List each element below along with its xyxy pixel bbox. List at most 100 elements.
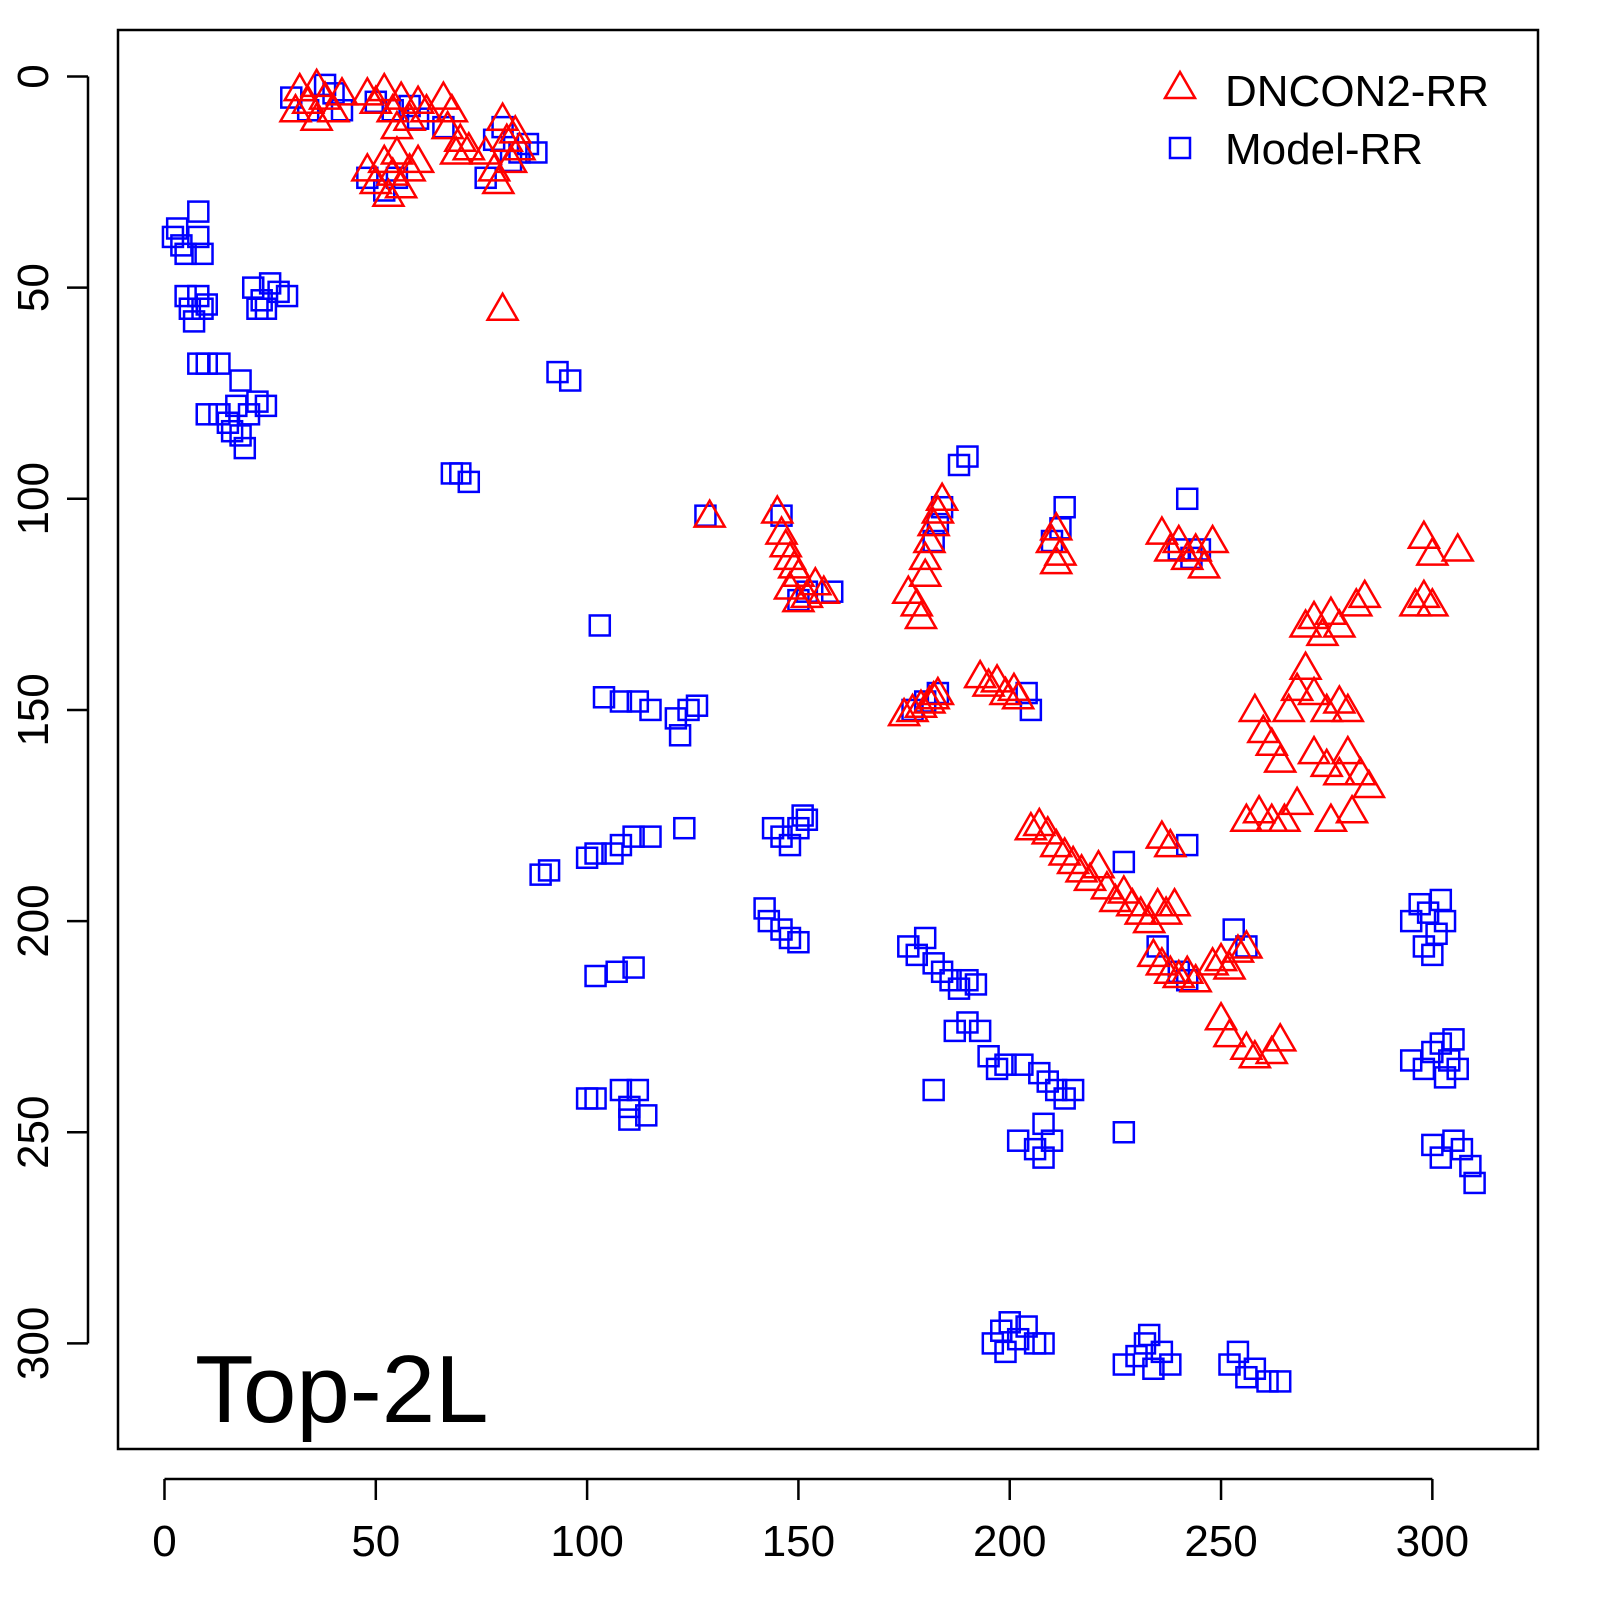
- model-rr-point: [525, 141, 548, 164]
- model-rr-point: [1125, 1344, 1148, 1368]
- model-rr-point: [558, 369, 582, 392]
- model-rr-point: [1399, 909, 1423, 933]
- dncon2-rr-point: [1055, 844, 1091, 875]
- dncon2-rr-point: [781, 582, 816, 613]
- legend-label-dncon2-rr: DNCON2-RR: [1225, 67, 1489, 116]
- model-rr-point: [1425, 922, 1448, 946]
- model-rr-point: [1133, 1332, 1157, 1355]
- model-rr-point: [161, 225, 185, 249]
- model-rr-point: [1032, 1112, 1055, 1136]
- model-rr-point: [1061, 1078, 1085, 1102]
- y-axis: 0 50 100 150 200 250 300: [9, 64, 90, 1380]
- model-rr-point: [1450, 1137, 1474, 1161]
- dncon2-rr-point: [1178, 962, 1213, 993]
- model-rr-point: [1222, 918, 1245, 941]
- dncon2-rr-point: [1229, 802, 1264, 832]
- model-rr-point: [770, 825, 793, 848]
- model-rr-points: [161, 73, 1486, 1393]
- model-rr-point: [761, 816, 785, 840]
- model-rr-point: [1053, 1087, 1076, 1110]
- dncon2-rr-point: [485, 291, 520, 321]
- dncon2-rr-point: [1013, 810, 1049, 841]
- model-rr-point: [1459, 1154, 1482, 1178]
- model-rr-point: [195, 293, 218, 316]
- dncon2-rr-point: [1157, 886, 1192, 917]
- model-rr-point: [1268, 1370, 1292, 1393]
- dncon2-rr-point: [1309, 692, 1344, 723]
- model-rr-point: [1442, 1129, 1465, 1152]
- model-rr-point: [1015, 681, 1038, 705]
- dncon2-rr-point: [1132, 903, 1167, 934]
- model-rr-point: [1142, 1357, 1165, 1381]
- model-rr-point: [685, 694, 709, 717]
- model-rr-point: [1226, 1340, 1250, 1364]
- dncon2-rr-point: [1144, 819, 1180, 849]
- dncon2-rr-point: [1330, 734, 1365, 765]
- model-rr-point: [449, 462, 472, 485]
- dncon2-rr-point: [1415, 536, 1450, 566]
- model-rr-point: [677, 698, 700, 722]
- model-rr-point: [1433, 1066, 1457, 1089]
- dncon2-rr-point: [962, 658, 998, 689]
- model-rr-point: [1175, 833, 1199, 857]
- model-rr-point: [237, 403, 261, 426]
- dncon2-rr-point: [1022, 806, 1057, 837]
- dncon2-rr-point: [891, 574, 926, 604]
- dncon2-rr-point: [768, 527, 803, 558]
- model-rr-point: [1032, 1332, 1055, 1355]
- dncon2-rr-point: [1254, 726, 1289, 756]
- model-rr-point: [770, 918, 793, 941]
- dncon2-rr-point: [908, 540, 943, 571]
- model-rr-point: [187, 284, 210, 308]
- model-rr-point: [985, 1057, 1009, 1081]
- dncon2-rr-point: [1288, 650, 1323, 680]
- dncon2-rr-point: [1161, 958, 1196, 989]
- model-rr-point: [778, 833, 802, 857]
- dncon2-rr-point: [920, 675, 956, 706]
- dncon2-rr-point: [1136, 937, 1171, 968]
- dncon2-rr-point: [1406, 578, 1442, 609]
- model-rr-point: [233, 436, 257, 460]
- model-rr-point: [195, 352, 218, 375]
- model-rr-point: [537, 859, 561, 882]
- model-rr-point: [246, 297, 269, 320]
- model-rr-point: [592, 686, 616, 709]
- model-rr-point: [1032, 1146, 1055, 1169]
- dncon2-rr-point: [1330, 692, 1365, 723]
- model-rr-point: [1159, 1353, 1182, 1376]
- model-rr-point: [584, 1087, 607, 1110]
- dncon2-rr-point: [1229, 1030, 1264, 1061]
- model-rr-point: [191, 242, 214, 266]
- model-rr-point: [1243, 1357, 1267, 1381]
- model-rr-point: [609, 833, 633, 857]
- model-rr-point: [795, 808, 819, 831]
- model-rr-point: [1023, 1137, 1047, 1161]
- model-rr-point: [635, 1104, 658, 1127]
- dncon2-rr-point: [1039, 827, 1074, 858]
- dncon2-rr-point: [916, 679, 951, 710]
- model-rr-point: [956, 968, 979, 992]
- model-rr-point: [626, 690, 650, 713]
- annotation-top-2l: Top-2L: [195, 1336, 489, 1443]
- dncon2-rr-point: [1237, 692, 1273, 723]
- dncon2-rr-point: [451, 130, 486, 161]
- dncon2-rr-point: [1144, 945, 1180, 976]
- model-rr-point: [267, 280, 290, 304]
- y-tick-label: 100: [9, 462, 58, 535]
- model-rr-point: [208, 352, 231, 375]
- legend-square-icon: [1168, 136, 1192, 160]
- model-rr-point: [787, 816, 810, 840]
- dncon2-rr-point: [924, 481, 960, 512]
- dncon2-rr-point: [1220, 933, 1256, 963]
- model-rr-point: [601, 842, 624, 865]
- dncon2-rr-point: [1186, 548, 1222, 579]
- model-rr-point: [787, 930, 810, 954]
- dncon2-rr-point: [692, 498, 727, 528]
- dncon2-rr-point: [798, 565, 833, 596]
- y-tick-label: 300: [9, 1307, 58, 1380]
- dncon2-rr-points: [278, 67, 1475, 1069]
- model-rr-point: [1112, 1121, 1136, 1144]
- model-rr-point: [195, 403, 218, 426]
- model-rr-point: [618, 1095, 641, 1119]
- model-rr-point: [174, 242, 197, 266]
